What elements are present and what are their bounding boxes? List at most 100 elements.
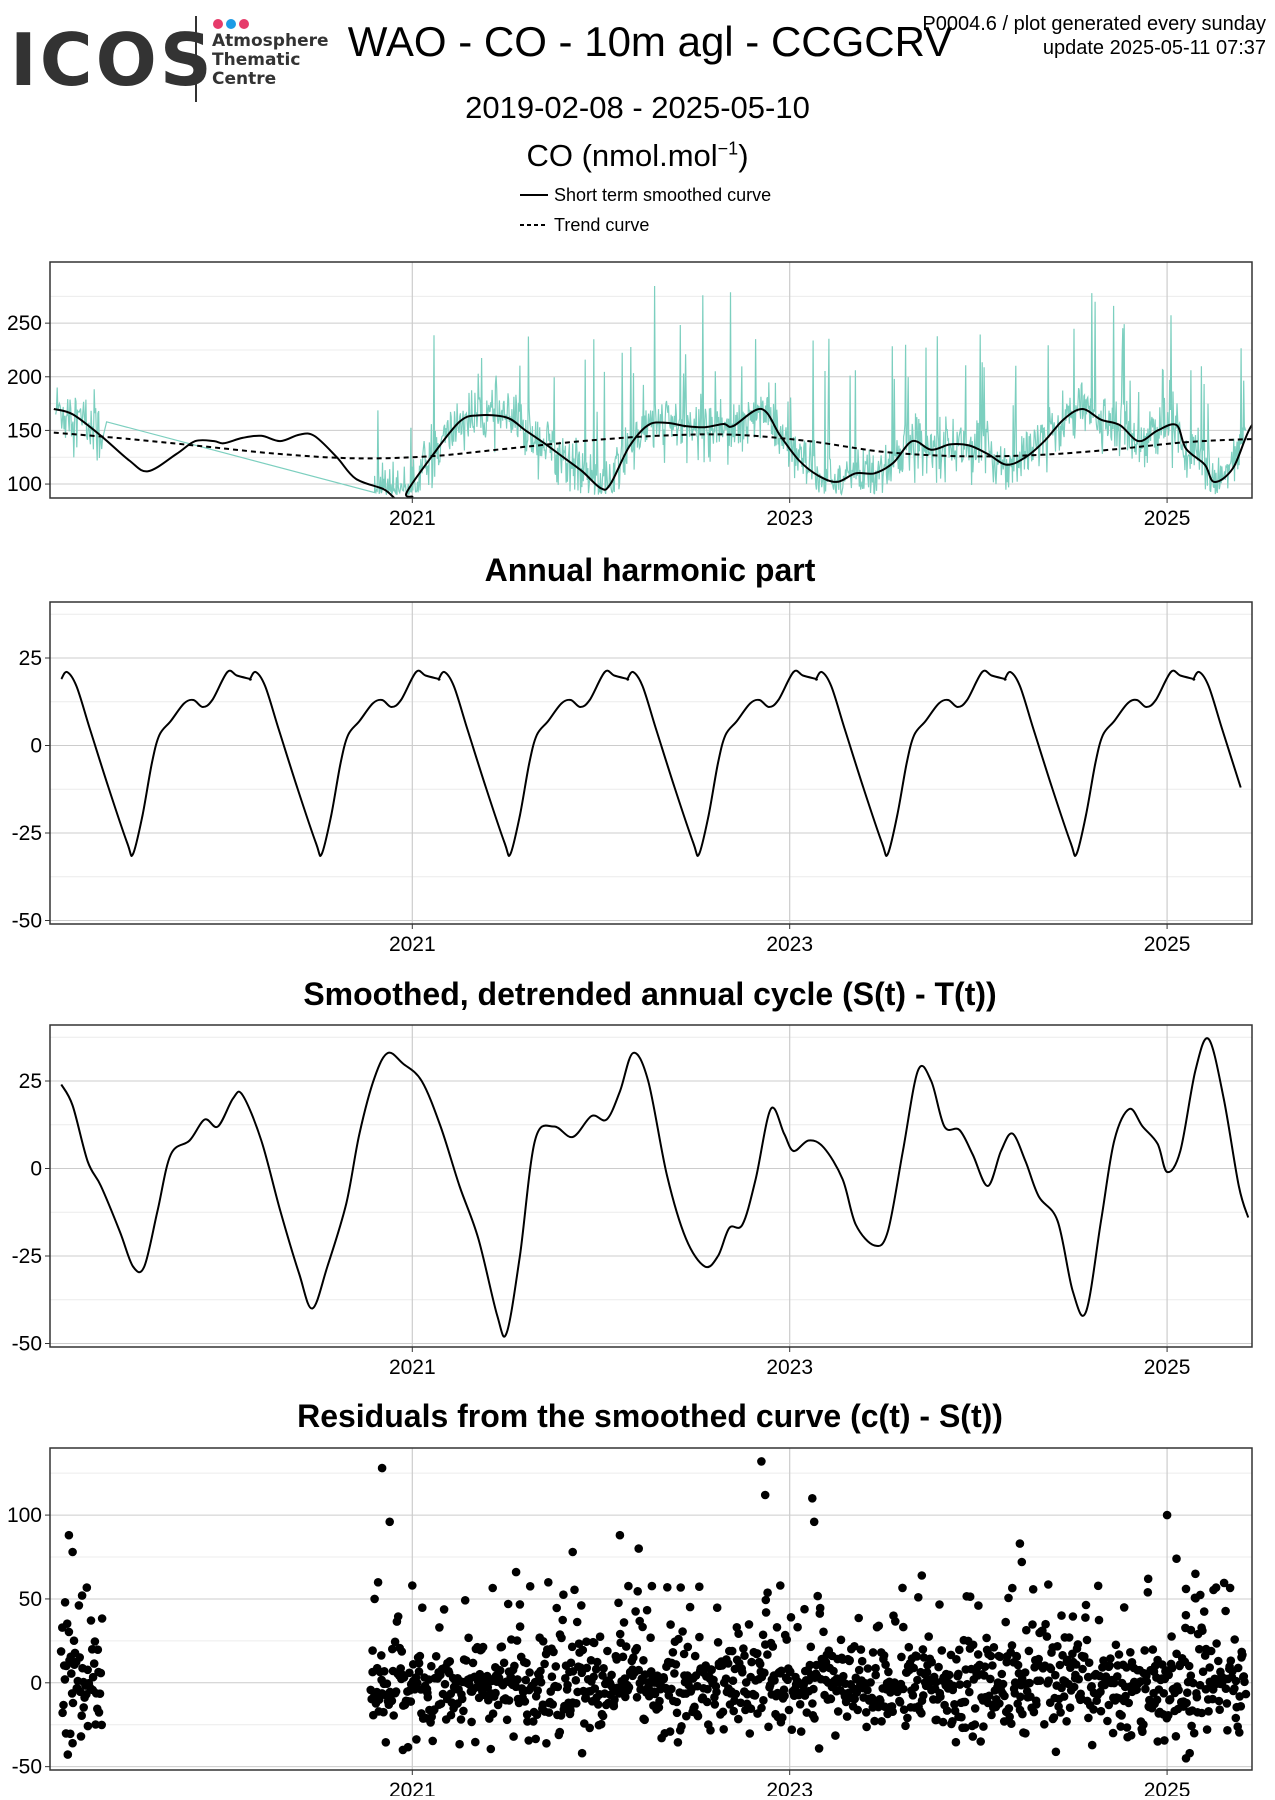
residual-point xyxy=(1032,1700,1041,1709)
residual-point xyxy=(93,1645,103,1654)
residual-point xyxy=(973,1650,983,1659)
residual-point xyxy=(1172,1554,1181,1563)
residual-point xyxy=(610,1695,619,1705)
residual-point xyxy=(952,1655,961,1664)
residual-point xyxy=(1017,1557,1027,1567)
residual-point xyxy=(718,1707,728,1717)
residual-point xyxy=(924,1632,933,1641)
residual-point xyxy=(1051,1747,1061,1757)
residual-point xyxy=(1182,1698,1191,1708)
residual-point xyxy=(1082,1635,1092,1645)
residual-point xyxy=(957,1712,966,1722)
y-tick-label: 250 xyxy=(7,312,42,335)
residual-point xyxy=(744,1620,754,1629)
residual-point xyxy=(857,1656,867,1666)
residual-point xyxy=(377,1463,387,1473)
residual-point xyxy=(780,1691,789,1701)
residual-point xyxy=(968,1732,978,1741)
harmonic-panel: -50 -25 0 25 2021 2023 2025 xyxy=(12,601,1253,956)
residual-point xyxy=(1087,1740,1097,1750)
residual-point xyxy=(810,1714,819,1723)
y-tick-label: -50 xyxy=(12,1756,42,1779)
residual-point xyxy=(806,1642,816,1652)
x-tick-label: 2021 xyxy=(389,933,436,956)
residual-point xyxy=(557,1633,566,1643)
residual-point xyxy=(1214,1696,1224,1706)
residual-point xyxy=(89,1659,99,1668)
residual-point xyxy=(1053,1642,1062,1651)
residual-point xyxy=(596,1719,606,1729)
residual-point xyxy=(763,1588,772,1597)
residual-point xyxy=(68,1547,77,1557)
residual-point xyxy=(1108,1728,1118,1738)
residual-point xyxy=(1111,1640,1121,1650)
residual-point xyxy=(1055,1660,1065,1670)
residual-point xyxy=(1096,1706,1106,1716)
residual-point xyxy=(861,1708,871,1717)
residual-point xyxy=(86,1616,96,1625)
residuals-panel: -50 0 50 100 2021 2023 2025 xyxy=(7,1447,1253,1796)
residual-point xyxy=(674,1634,683,1644)
residual-point xyxy=(60,1598,70,1607)
residual-point xyxy=(1122,1663,1131,1672)
unit-exponent: −1 xyxy=(717,138,739,159)
residual-point xyxy=(1197,1708,1207,1718)
residual-point xyxy=(1215,1705,1224,1714)
residual-point xyxy=(850,1694,859,1704)
residual-point xyxy=(512,1636,522,1645)
residual-point xyxy=(1098,1663,1107,1672)
residual-point xyxy=(1068,1612,1078,1621)
residual-point xyxy=(1142,1677,1152,1686)
residual-point xyxy=(757,1703,766,1713)
residual-point xyxy=(1211,1583,1221,1592)
plot-content xyxy=(60,669,1242,857)
residual-point xyxy=(884,1667,893,1677)
residual-point xyxy=(707,1665,716,1675)
logo-dot-2 xyxy=(226,19,236,29)
residual-point xyxy=(773,1688,782,1698)
residual-point xyxy=(974,1601,983,1610)
residual-point xyxy=(624,1683,634,1692)
residual-point xyxy=(390,1637,400,1647)
residual-point xyxy=(654,1703,664,1712)
residual-point xyxy=(942,1706,952,1715)
residual-point xyxy=(478,1642,488,1652)
residual-point xyxy=(667,1684,676,1694)
residual-point xyxy=(986,1651,996,1661)
residual-point xyxy=(1046,1664,1056,1674)
residual-point xyxy=(76,1732,86,1741)
plot-frame xyxy=(49,601,1253,925)
main-title: WAO - CO - 10m agl - CCGCRV xyxy=(347,18,953,65)
residual-point xyxy=(782,1635,791,1644)
residual-point xyxy=(524,1736,533,1745)
residual-point xyxy=(863,1664,873,1673)
residual-point xyxy=(679,1649,689,1659)
residual-point xyxy=(559,1590,568,1599)
residual-point xyxy=(703,1684,712,1694)
residual-point xyxy=(503,1599,513,1609)
logo-wordmark: ICOS xyxy=(10,18,215,102)
residual-point xyxy=(1121,1691,1130,1701)
residual-point xyxy=(1183,1688,1192,1697)
residual-point xyxy=(1222,1699,1232,1708)
logo-dot-1 xyxy=(213,19,223,29)
residual-point xyxy=(440,1679,450,1689)
residual-point xyxy=(1186,1671,1196,1680)
residual-point xyxy=(572,1699,581,1708)
residual-point xyxy=(805,1660,815,1670)
residual-point xyxy=(1221,1684,1231,1693)
residual-point xyxy=(555,1727,565,1737)
residual-point xyxy=(493,1700,503,1710)
residual-point xyxy=(382,1679,392,1688)
residual-point xyxy=(746,1704,756,1713)
residual-point xyxy=(620,1674,630,1683)
residual-point xyxy=(624,1581,633,1591)
residual-point xyxy=(1199,1607,1209,1616)
residual-point xyxy=(984,1691,994,1701)
residual-point xyxy=(1167,1632,1176,1641)
residual-point xyxy=(1116,1722,1125,1731)
residual-point xyxy=(631,1607,640,1616)
residual-point xyxy=(1049,1713,1059,1722)
residual-point xyxy=(1205,1663,1214,1672)
residual-point xyxy=(491,1688,500,1698)
